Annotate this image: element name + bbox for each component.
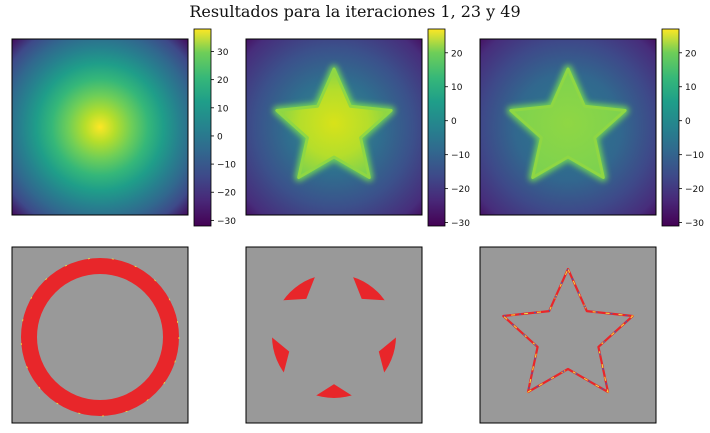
band-background (480, 247, 656, 423)
heatmap-field (12, 39, 188, 215)
band-background (12, 247, 188, 423)
colorbar-tick-label: −30 (217, 217, 236, 227)
heatmap-iteration-49: 20 10 0 −10 −20 −30 (479, 28, 704, 229)
band-iteration-1 (11, 246, 189, 424)
colorbar-tick-label: −30 (451, 219, 470, 229)
colorbar-tick-label: −30 (685, 219, 704, 229)
axes-frame (11, 246, 189, 424)
colorbar-tick-label: 20 (217, 76, 229, 86)
band-iteration-23 (245, 246, 423, 424)
heatmap-iteration-1: 30 20 10 0 −10 −20 −30 (11, 28, 236, 227)
colorbar-tick-label: 0 (217, 132, 223, 142)
colorbar-tick-label: −10 (685, 151, 704, 161)
colorbar-tick-label: 10 (685, 83, 697, 93)
colorbar-tick-label: 0 (451, 117, 457, 127)
colorbar-tick-label: 10 (217, 104, 229, 114)
band-iteration-49 (479, 246, 657, 424)
colorbar-tick-label: 20 (451, 49, 463, 59)
colorbar-tick-label: −20 (451, 185, 470, 195)
colorbar (427, 28, 446, 227)
colorbar-tick-label: 10 (451, 83, 463, 93)
star-shape (275, 67, 393, 179)
figure-title: Resultados para la iteraciones 1, 23 y 4… (189, 2, 521, 21)
colorbar-tick-label: −20 (685, 185, 704, 195)
star-shape (509, 67, 627, 179)
ring-band (21, 258, 179, 416)
axes-frame (245, 246, 423, 424)
colorbar-tick-label: −10 (451, 151, 470, 161)
colorbar (661, 28, 680, 227)
colorbar-tick-label: 0 (685, 117, 691, 127)
colorbar-tick-label: −10 (217, 161, 236, 171)
ring-edge (20, 257, 180, 417)
star-outline (502, 267, 634, 394)
axes-frame (245, 38, 423, 216)
axes-frame (479, 38, 657, 216)
heatmap-iteration-23: 20 10 0 −10 −20 −30 (245, 28, 470, 229)
colorbar-tick-label: −20 (217, 189, 236, 199)
star-band (272, 274, 396, 398)
colorbar-tick-label: 20 (685, 49, 697, 59)
axes-frame (479, 246, 657, 424)
axes-frame (11, 38, 189, 216)
colorbar-tick-label: 30 (217, 48, 229, 58)
colorbar (193, 28, 212, 227)
